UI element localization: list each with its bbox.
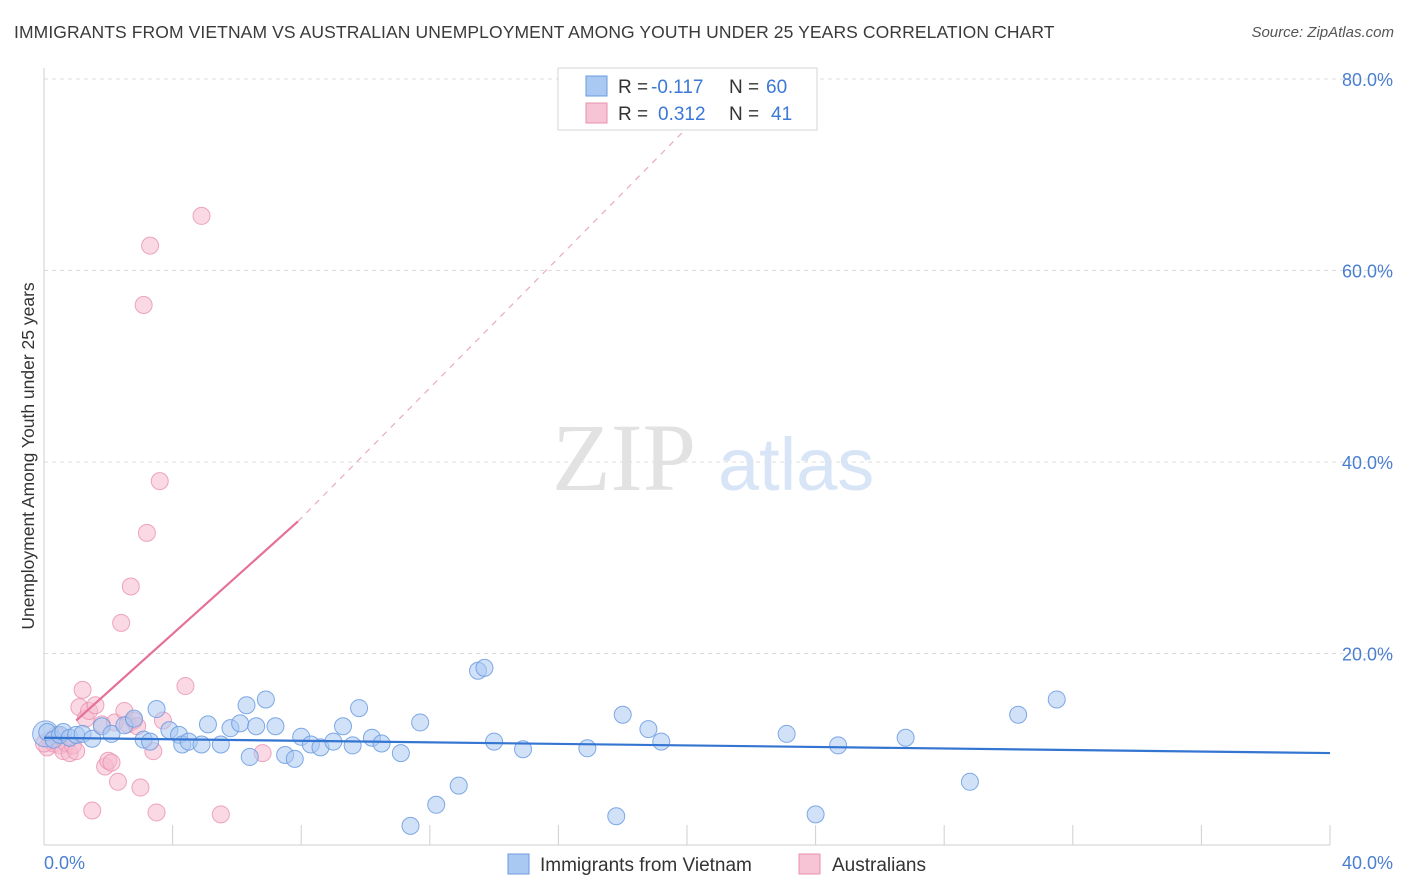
legend-n-value-pink: 41 bbox=[771, 104, 792, 125]
australians-point bbox=[131, 778, 150, 797]
legend-n-value-blue: 60 bbox=[766, 77, 787, 98]
vietnam-point bbox=[449, 776, 468, 795]
australians-point bbox=[141, 236, 160, 255]
australians-point bbox=[83, 801, 102, 820]
y-tick-label: 20.0% bbox=[1342, 645, 1393, 665]
legend-r-value-blue: -0.117 bbox=[651, 77, 703, 98]
vietnam-point bbox=[777, 724, 796, 743]
x-tick-label-max: 40.0% bbox=[1342, 853, 1393, 873]
legend-n-label-pink: N = bbox=[729, 104, 759, 125]
vietnam-point bbox=[125, 709, 144, 728]
vietnam-point bbox=[485, 732, 504, 751]
vietnam-point bbox=[350, 699, 369, 718]
vietnam-point bbox=[198, 715, 217, 734]
vietnam-point bbox=[211, 735, 230, 754]
watermark: ZIP atlas bbox=[552, 404, 874, 511]
source-credit: Source: ZipAtlas.com bbox=[1251, 24, 1394, 41]
vietnam-point bbox=[266, 717, 285, 736]
vietnam-point bbox=[147, 700, 166, 719]
vietnam-point bbox=[1047, 690, 1066, 709]
legend-swatch-blue bbox=[585, 75, 608, 97]
bottom-legend-label-vietnam: Immigrants from Vietnam bbox=[540, 855, 752, 876]
australians-point bbox=[73, 680, 92, 699]
australians-point bbox=[108, 772, 127, 791]
vietnam-point bbox=[427, 795, 446, 814]
legend-r-label-pink: R = bbox=[618, 104, 648, 125]
y-tick-label: 80.0% bbox=[1342, 70, 1393, 90]
bottom-legend-label-australians: Australians bbox=[832, 855, 926, 876]
vietnam-point bbox=[607, 807, 626, 826]
vietnam-point bbox=[333, 717, 352, 736]
vietnam-point bbox=[401, 816, 420, 835]
vietnam-point bbox=[652, 732, 671, 751]
bottom-legend-swatch-pink bbox=[798, 853, 821, 875]
australians-point bbox=[86, 696, 105, 715]
series-legend: Immigrants from Vietnam Australians bbox=[507, 853, 926, 876]
vietnam-point bbox=[639, 720, 658, 739]
vietnam-point bbox=[613, 705, 632, 724]
watermark-zip: ZIP bbox=[552, 404, 696, 511]
vietnam-point bbox=[231, 714, 250, 733]
watermark-atlas: atlas bbox=[718, 423, 874, 506]
vietnam-point bbox=[237, 696, 256, 715]
vietnam-point bbox=[411, 713, 430, 732]
chart-title: IMMIGRANTS FROM VIETNAM VS AUSTRALIAN UN… bbox=[14, 22, 1055, 42]
vietnam-point bbox=[829, 736, 848, 755]
legend-r-value-pink: 0.312 bbox=[658, 104, 706, 125]
correlation-legend: R = -0.117 N = 60 R = 0.312 N = 41 bbox=[557, 67, 818, 131]
australians-trend-line bbox=[75, 520, 299, 722]
legend-swatch-pink bbox=[585, 102, 608, 124]
australians-point bbox=[112, 613, 131, 632]
vietnam-point bbox=[256, 690, 275, 709]
vietnam-point bbox=[475, 658, 494, 677]
australians-point bbox=[211, 805, 230, 824]
australians-point bbox=[176, 677, 195, 696]
australians-point bbox=[121, 577, 140, 596]
vietnam-point bbox=[240, 747, 259, 766]
vietnam-point bbox=[1009, 705, 1028, 724]
vietnam-point bbox=[806, 805, 825, 824]
y-tick-label: 60.0% bbox=[1342, 262, 1393, 282]
vietnam-point bbox=[960, 772, 979, 791]
vietnam-point bbox=[896, 728, 915, 747]
australians-point bbox=[134, 295, 153, 314]
australians-point bbox=[192, 206, 211, 225]
australians-point bbox=[102, 753, 121, 772]
y-tick-label: 40.0% bbox=[1342, 453, 1393, 473]
legend-r-label-blue: R = bbox=[618, 77, 648, 98]
vietnam-point bbox=[285, 749, 304, 768]
australians-trend-extension bbox=[297, 78, 736, 522]
australians-point bbox=[147, 803, 166, 822]
australians-point bbox=[137, 523, 156, 542]
vietnam-point bbox=[343, 736, 362, 755]
vietnam-trend-line bbox=[43, 736, 1331, 755]
vietnam-point bbox=[141, 732, 160, 751]
bottom-legend-swatch-blue bbox=[507, 853, 530, 875]
axes: 20.0% 40.0% 60.0% 80.0% bbox=[43, 68, 1393, 846]
trend-lines bbox=[43, 78, 1331, 755]
legend-n-label-blue: N = bbox=[729, 77, 759, 98]
x-tick-label-min: 0.0% bbox=[44, 853, 85, 873]
australians-point bbox=[150, 472, 169, 491]
y-axis-label: Unemployment Among Youth under 25 years bbox=[18, 282, 38, 630]
vietnam-point bbox=[247, 717, 266, 736]
vietnam-point bbox=[372, 734, 391, 753]
vietnam-point bbox=[391, 744, 410, 763]
vietnam-point bbox=[578, 739, 597, 758]
vietnam-point bbox=[514, 740, 533, 759]
